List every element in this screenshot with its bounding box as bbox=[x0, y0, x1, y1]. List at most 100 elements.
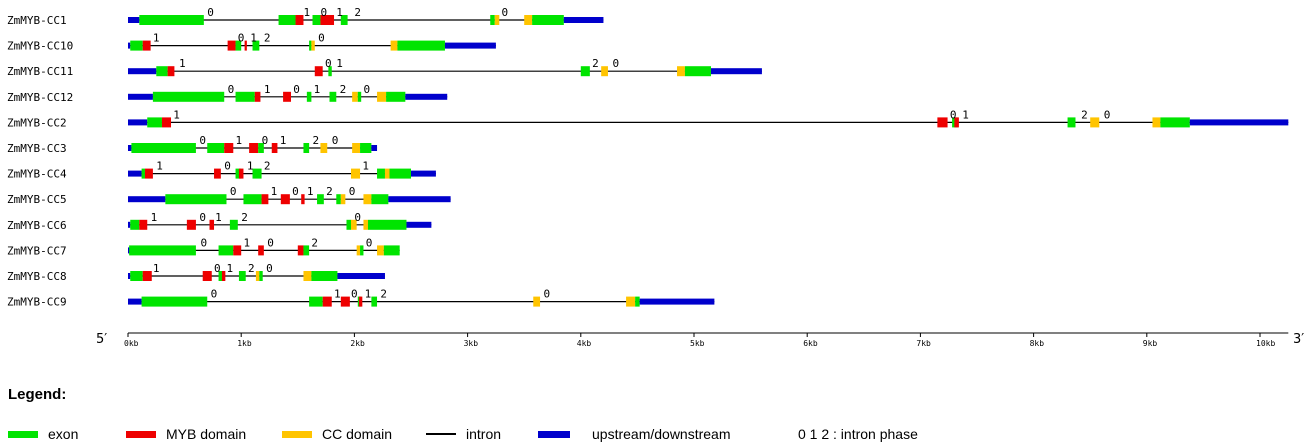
exon-block bbox=[389, 168, 411, 179]
intron-phase-label: 2 bbox=[264, 160, 271, 173]
utr-block bbox=[128, 170, 142, 177]
utr-block bbox=[388, 196, 451, 203]
intron-phase-label: 0 bbox=[502, 6, 509, 19]
exon-block bbox=[129, 245, 196, 256]
exon-block bbox=[141, 168, 145, 179]
exon-block bbox=[377, 168, 385, 179]
myb-domain-block bbox=[322, 296, 332, 307]
intron-phase-label: 0 bbox=[363, 83, 370, 96]
scale-tick-label: 10kb bbox=[1256, 339, 1275, 348]
myb-domain-block bbox=[186, 219, 196, 230]
myb-domain-block bbox=[142, 271, 152, 281]
utr-block bbox=[128, 119, 148, 126]
exon-block bbox=[207, 143, 225, 153]
utr-block bbox=[405, 93, 448, 100]
utr-block bbox=[128, 196, 166, 203]
intron-phase-label: 1 bbox=[336, 57, 343, 70]
intron-phase-label: 1 bbox=[250, 32, 257, 45]
myb-domain-block bbox=[258, 245, 264, 256]
myb-domain-block bbox=[283, 91, 292, 102]
myb-swatch bbox=[126, 430, 156, 438]
scale-tick-label: 9kb bbox=[1143, 339, 1158, 348]
exon-block bbox=[218, 245, 234, 256]
exon-block bbox=[130, 219, 140, 230]
cc-domain-block bbox=[1090, 117, 1100, 128]
legend-label-cc: CC domain bbox=[322, 426, 393, 442]
intron-phase-label: 0 bbox=[228, 83, 235, 96]
utr-block bbox=[444, 42, 496, 49]
myb-domain-block bbox=[954, 117, 959, 128]
intron-phase-label: 2 bbox=[592, 57, 599, 70]
myb-domain-block bbox=[221, 271, 226, 281]
legend-title: Legend: bbox=[8, 386, 67, 403]
intron-phase-label: 1 bbox=[336, 6, 343, 19]
utr-block bbox=[128, 68, 157, 75]
exon-block bbox=[371, 296, 378, 307]
myb-domain-block bbox=[340, 296, 350, 307]
exon-block bbox=[278, 15, 296, 25]
exon-block bbox=[383, 245, 400, 256]
exon-block bbox=[130, 271, 143, 281]
cc-domain-block bbox=[340, 194, 346, 205]
scale-tick-label: 7kb bbox=[916, 339, 931, 348]
legend-item-cc: CC domain bbox=[282, 426, 392, 442]
scale-tick-label: 5kb bbox=[690, 339, 705, 348]
utr-block bbox=[128, 221, 131, 228]
intron-phase-label: 0 bbox=[293, 83, 300, 96]
cc-domain-block bbox=[384, 168, 390, 179]
intron-phase-label: 2 bbox=[380, 288, 387, 301]
utr-block bbox=[128, 247, 130, 254]
gene-label: ZmMYB-CC11 bbox=[7, 65, 73, 78]
exon-block bbox=[360, 245, 364, 256]
exon-block bbox=[317, 194, 324, 205]
exon-block bbox=[386, 91, 406, 102]
gene-label: ZmMYB-CC1 bbox=[7, 14, 67, 27]
cc-domain-block bbox=[352, 91, 358, 102]
intron-phase-label: 2 bbox=[313, 134, 320, 147]
legend-label-exon: exon bbox=[48, 426, 79, 442]
exon-block bbox=[346, 219, 352, 230]
intron-phase-label: 1 bbox=[179, 57, 186, 70]
intron-phase-label: 1 bbox=[151, 211, 158, 224]
exon-block bbox=[336, 194, 341, 205]
exon-block bbox=[303, 143, 310, 153]
gene-label: ZmMYB-CC6 bbox=[7, 219, 67, 232]
utr-block bbox=[128, 93, 153, 100]
intron-swatch bbox=[426, 433, 456, 435]
intron-phase-label: 0 bbox=[200, 236, 207, 249]
intron-phase-label: 0 bbox=[325, 57, 332, 70]
intron-phase-label: 2 bbox=[248, 262, 255, 275]
cc-domain-block bbox=[390, 40, 398, 51]
intron-phase-label: 1 bbox=[271, 185, 278, 198]
myb-domain-block bbox=[261, 194, 269, 205]
exon-block bbox=[309, 40, 312, 51]
intron-phase-label: 0 bbox=[214, 262, 221, 275]
exon-block bbox=[235, 168, 242, 179]
legend-item-intron: intron bbox=[426, 426, 501, 442]
cc-domain-block bbox=[626, 296, 636, 307]
myb-domain-block bbox=[314, 66, 323, 77]
intron-phase-label: 0 bbox=[292, 185, 299, 198]
exon-block bbox=[328, 66, 332, 77]
intron-phase-label: 1 bbox=[173, 108, 180, 121]
scale-tick-label: 2kb bbox=[350, 339, 365, 348]
intron-phase-label: 0 bbox=[199, 211, 206, 224]
intron-phase-label: 0 bbox=[351, 288, 358, 301]
cc-domain-block bbox=[320, 143, 328, 153]
cc-domain-block bbox=[377, 245, 384, 256]
intron-phase-label: 0 bbox=[318, 32, 325, 45]
utr-block bbox=[128, 145, 132, 151]
myb-domain-block bbox=[167, 66, 175, 77]
intron-phase-label: 1 bbox=[362, 160, 369, 173]
intron-phase-label: 1 bbox=[264, 83, 271, 96]
myb-domain-block bbox=[358, 296, 363, 307]
exon-block bbox=[165, 194, 227, 205]
legend-item-exon: exon bbox=[8, 426, 78, 442]
gene-label: ZmMYB-CC5 bbox=[7, 193, 67, 206]
intron-phase-label: 1 bbox=[314, 83, 321, 96]
myb-domain-block bbox=[301, 194, 305, 205]
cc-domain-block bbox=[356, 245, 361, 256]
exon-block bbox=[360, 143, 372, 153]
gene-label: ZmMYB-CC3 bbox=[7, 142, 67, 155]
scale-tick-label: 1kb bbox=[237, 339, 252, 348]
